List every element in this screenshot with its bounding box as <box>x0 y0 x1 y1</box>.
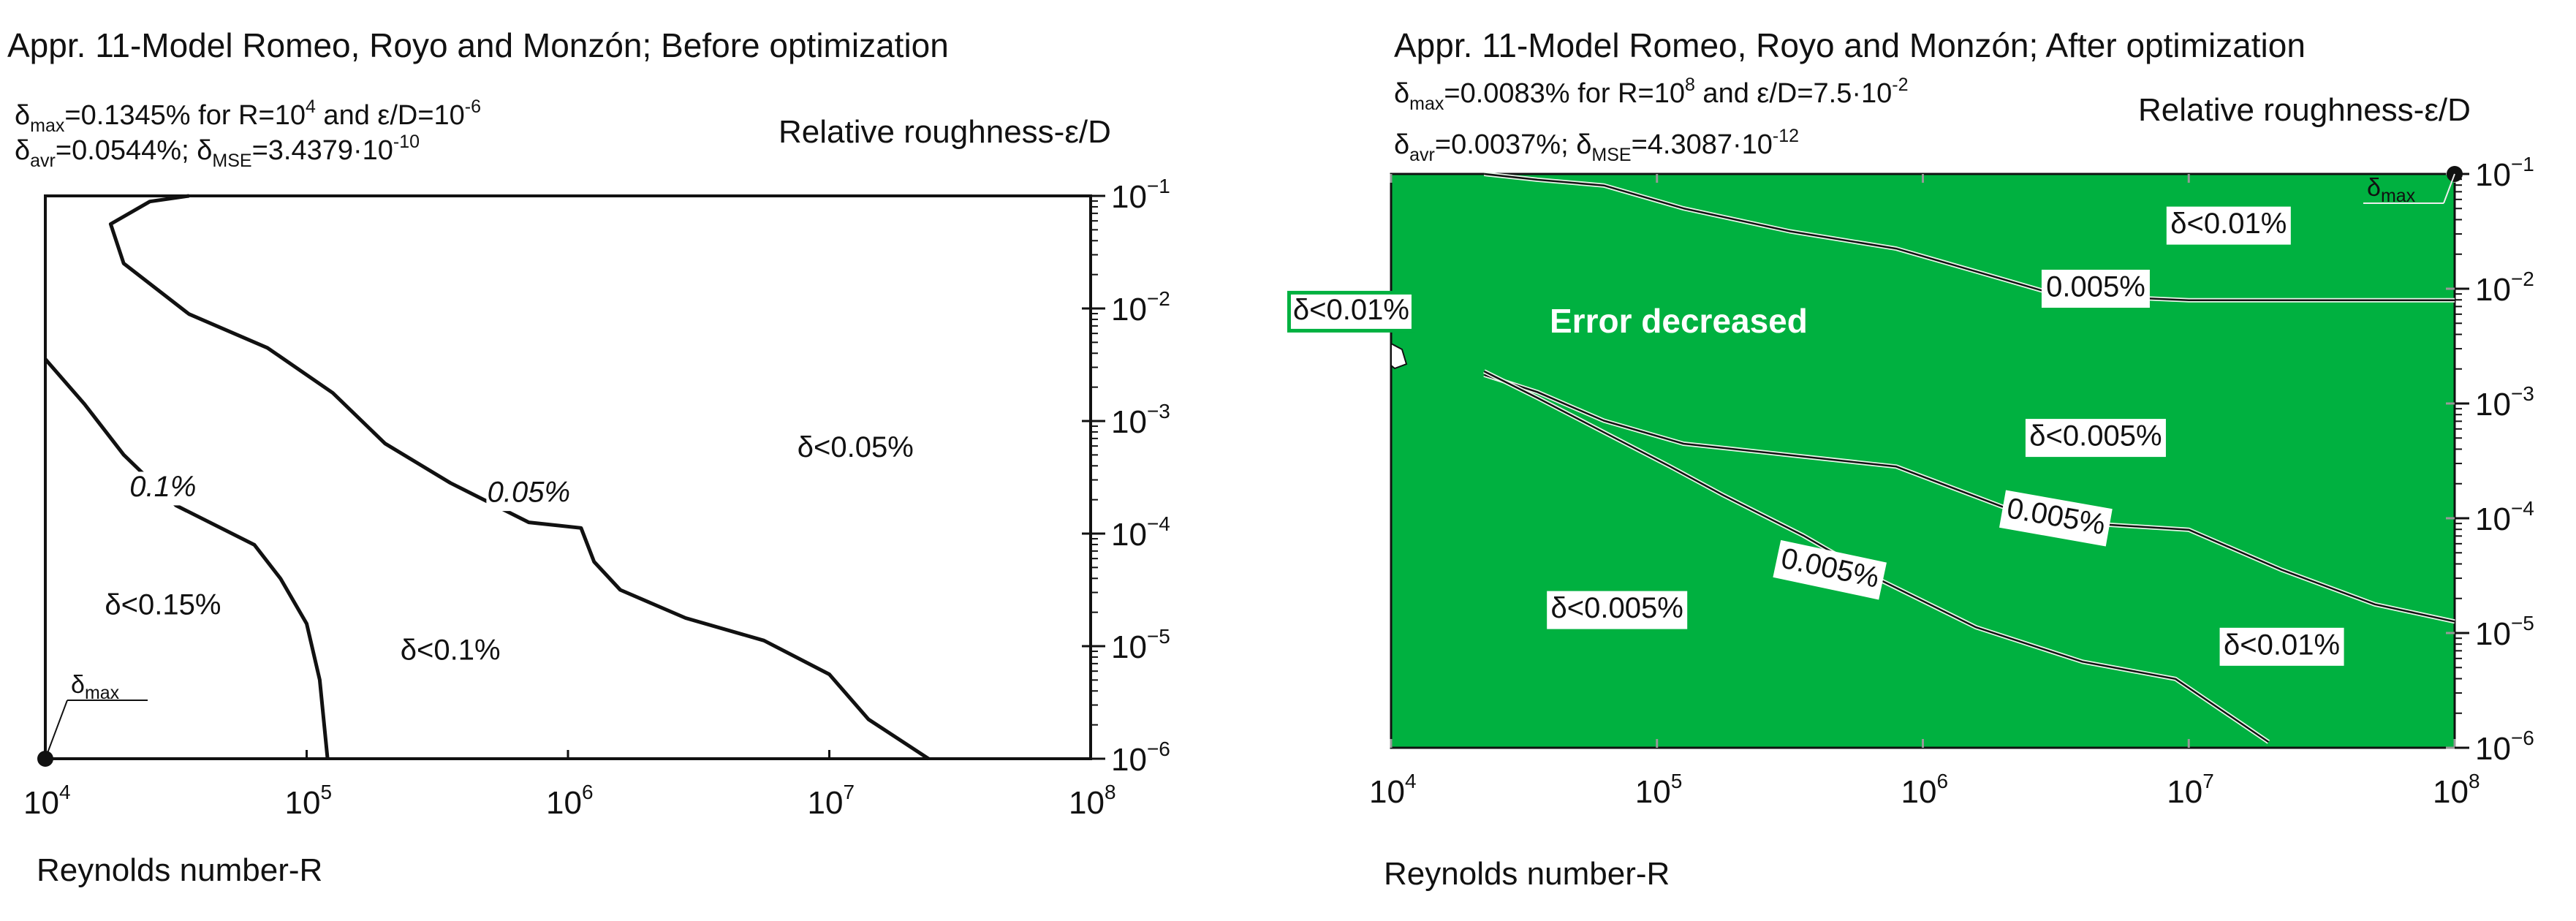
chart-after-contour-2 <box>1483 370 2270 743</box>
chart-after-region-label: δ<0.01% <box>2166 206 2291 245</box>
chart-after-xtick-label: 107 <box>2167 770 2214 810</box>
chart-before-region-label: 0.1% <box>128 471 197 506</box>
chart-before-ylabel: Relative roughness-ε/D <box>779 114 1111 150</box>
chart-after-plot: 104 105 106 107 108 10−1 10−2 10−3 10−4 10−5 10−6 δ… <box>1287 153 2534 810</box>
chart-after-ytick-label: 10−6 <box>2475 727 2534 767</box>
chart-before: Appr. 11-Model Romeo, Royo and Monzón; B… <box>7 26 1170 888</box>
chart-before-xtick-label: 108 <box>1069 781 1116 821</box>
svg-text:0.1%: 0.1% <box>129 471 196 503</box>
chart-after-ytick-label: 10−4 <box>2475 497 2534 537</box>
chart-after-region-label: δ<0.01% <box>2219 627 2344 666</box>
svg-text:δ<0.005%: δ<0.005% <box>1551 592 1683 624</box>
chart-before-ytick-label: 10−1 <box>1111 175 1170 215</box>
chart-after-region-label: δ<0.005% <box>1547 591 1688 629</box>
chart-before-region-label: δ<0.05% <box>798 431 914 463</box>
chart-after-stat-max: δmax=0.0083% for R=108 and ε/D=7.5·10-2 <box>1394 75 1909 114</box>
svg-text:δ<0.1%: δ<0.1% <box>401 634 501 666</box>
chart-after-edge-notch <box>1390 342 1408 370</box>
chart-before-region-label: δ<0.15% <box>105 589 221 621</box>
chart-before-max-label: δmax <box>71 671 120 703</box>
chart-after-region-label: 0.005% <box>2041 270 2150 308</box>
svg-text:0.05%: 0.05% <box>488 477 570 509</box>
svg-text:δ<0.01%: δ<0.01% <box>2170 208 2287 240</box>
chart-before-plot-area <box>44 194 1092 760</box>
chart-before-ytick-label: 10−5 <box>1111 625 1170 665</box>
chart-before-stat-avr-mse: δavr=0.0544%; δMSE=3.4379·10-10 <box>15 132 420 171</box>
chart-before-max-leader <box>45 700 68 759</box>
chart-after-ylabel: Relative roughness-ε/D <box>2138 92 2471 128</box>
chart-before-title: Appr. 11-Model Romeo, Royo and Monzón; B… <box>7 26 949 64</box>
chart-before-region-label: δ<0.1% <box>401 634 501 666</box>
chart-before-xtick-label: 106 <box>546 781 594 821</box>
chart-after-stat-avr-mse: δavr=0.0037%; δMSE=4.3087·10-12 <box>1394 126 1799 165</box>
chart-after-title: Appr. 11-Model Romeo, Royo and Monzón; A… <box>1394 26 2306 64</box>
chart-before-ytick-label: 10−2 <box>1111 287 1170 327</box>
chart-before-stat-max: δmax=0.1345% for R=104 and ε/D=10-6 <box>15 96 481 136</box>
chart-before-xtick-label: 107 <box>808 781 855 821</box>
chart-after-ytick-label: 10−5 <box>2475 612 2534 652</box>
chart-before-ytick-label: 10−6 <box>1111 738 1170 778</box>
chart-before-xtick-label: 105 <box>285 781 333 821</box>
svg-text:δ<0.005%: δ<0.005% <box>2029 420 2162 452</box>
chart-after-max-leader <box>2443 173 2455 204</box>
svg-text:δ<0.01%: δ<0.01% <box>2224 629 2340 661</box>
chart-after-max-label: δmax <box>2367 174 2416 206</box>
chart-after-ytick-label: 10−3 <box>2475 382 2534 422</box>
chart-after-contour-1 <box>1483 374 2455 623</box>
chart-after-ytick-label: 10−2 <box>2475 268 2534 308</box>
chart-after-annotation: Error decreased <box>1550 302 1808 340</box>
svg-text:0.005%: 0.005% <box>2046 271 2145 303</box>
chart-before-contour-0 <box>44 357 330 759</box>
chart-after-ytick-label: 10−1 <box>2475 153 2534 193</box>
chart-after-region-label: δ<0.01% <box>1287 290 1415 333</box>
chart-after-xlabel: Reynolds number-R <box>1384 856 1670 892</box>
chart-after-xtick-label: 108 <box>2433 770 2480 810</box>
chart-before-xlabel: Reynolds number-R <box>37 852 322 888</box>
chart-after-region-label: δ<0.005% <box>2025 419 2166 458</box>
chart-after-xtick-label: 106 <box>1901 770 1949 810</box>
chart-after: Appr. 11-Model Romeo, Royo and Monzón; A… <box>1287 26 2534 892</box>
chart-after-xtick-label: 105 <box>1635 770 1683 810</box>
chart-before-ytick-label: 10−3 <box>1111 400 1170 440</box>
chart-before-plot: 104 105 106 107 108 10−1 10−2 10−3 10−4 10−5 10−6 0… <box>23 175 1170 821</box>
svg-text:δ<0.15%: δ<0.15% <box>105 589 221 621</box>
svg-text:δ<0.05%: δ<0.05% <box>798 431 914 463</box>
chart-before-region-label: 0.05% <box>486 477 572 512</box>
svg-text:δ<0.01%: δ<0.01% <box>1293 294 1409 326</box>
chart-before-ytick-label: 10−4 <box>1111 512 1170 553</box>
chart-after-contour-0 <box>1484 173 2455 301</box>
chart-before-xtick-label: 104 <box>23 781 71 821</box>
chart-after-xtick-label: 104 <box>1369 770 1417 810</box>
